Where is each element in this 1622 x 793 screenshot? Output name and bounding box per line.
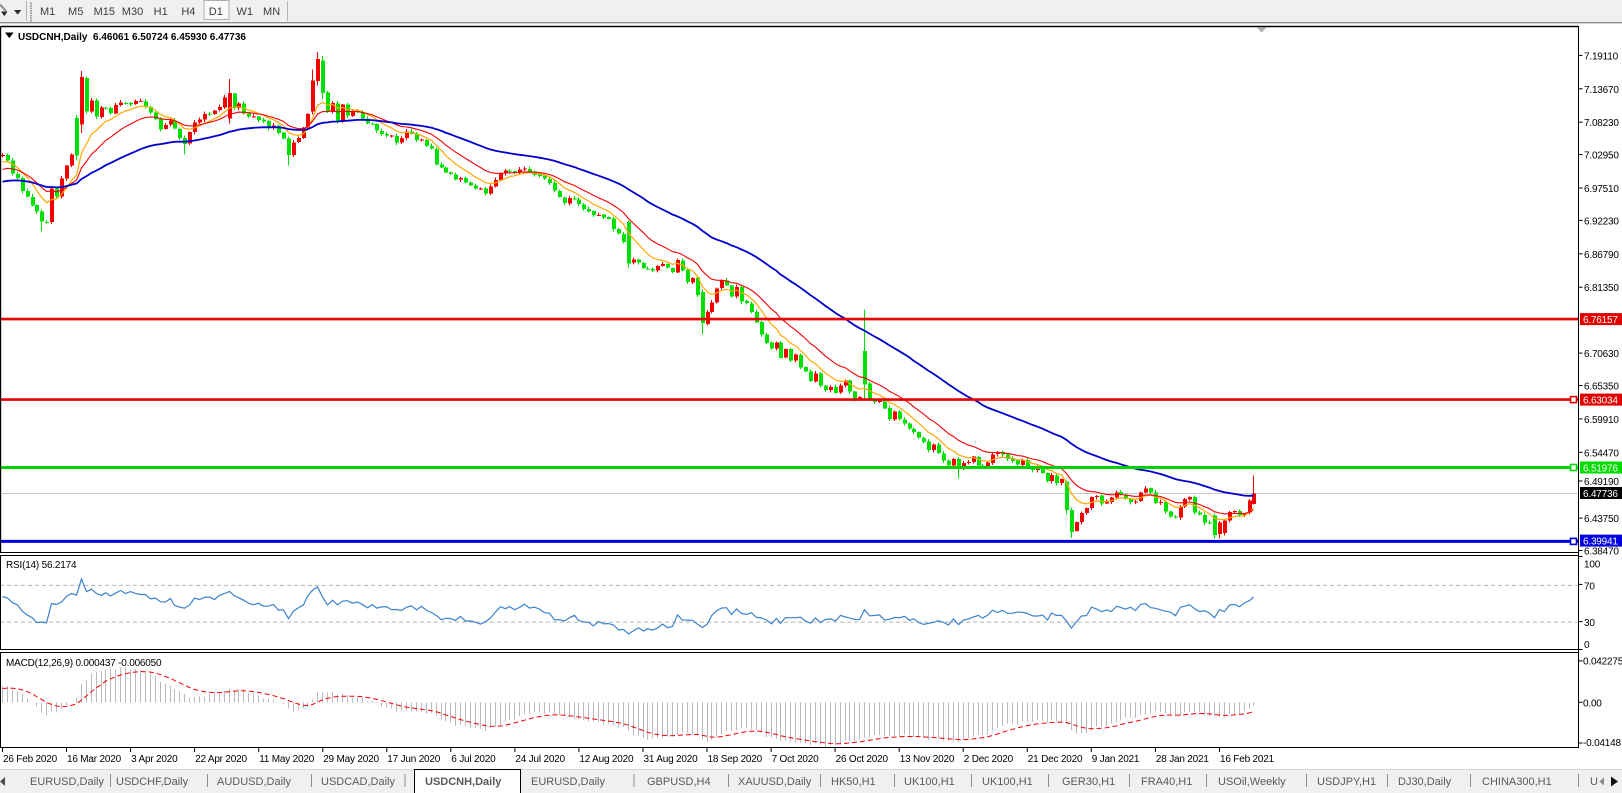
svg-text:USDCNH,Daily: USDCNH,Daily <box>425 776 502 788</box>
svg-text:21 Dec 2020: 21 Dec 2020 <box>1028 754 1083 765</box>
svg-text:6.63034: 6.63034 <box>1583 396 1618 407</box>
svg-text:EURUSD,Daily: EURUSD,Daily <box>30 776 104 788</box>
svg-text:6.59910: 6.59910 <box>1584 415 1619 426</box>
svg-text:6.54470: 6.54470 <box>1584 448 1619 459</box>
svg-text:26 Oct 2020: 26 Oct 2020 <box>836 754 889 765</box>
svg-text:DJ30,Daily: DJ30,Daily <box>1398 776 1452 788</box>
svg-text:0: 0 <box>1584 640 1590 651</box>
svg-text:29 May 2020: 29 May 2020 <box>323 754 379 765</box>
svg-text:UK100,H1: UK100,H1 <box>982 776 1033 788</box>
svg-text:M5: M5 <box>68 6 83 18</box>
svg-text:6.92230: 6.92230 <box>1584 216 1619 227</box>
svg-text:26 Feb 2020: 26 Feb 2020 <box>3 754 58 765</box>
svg-text:H1: H1 <box>154 6 168 18</box>
svg-text:11 May 2020: 11 May 2020 <box>259 754 315 765</box>
svg-text:6.43750: 6.43750 <box>1584 514 1619 525</box>
svg-text:UK100,H1: UK100,H1 <box>904 776 955 788</box>
svg-text:CHINA300,H1: CHINA300,H1 <box>1482 776 1552 788</box>
svg-text:M1: M1 <box>40 6 55 18</box>
svg-text:0.00: 0.00 <box>1583 698 1602 709</box>
svg-text:3 Apr 2020: 3 Apr 2020 <box>131 754 178 765</box>
svg-text:2 Dec 2020: 2 Dec 2020 <box>964 754 1014 765</box>
svg-text:6 Jul 2020: 6 Jul 2020 <box>451 754 496 765</box>
svg-text:31 Aug 2020: 31 Aug 2020 <box>644 754 699 765</box>
svg-text:18 Sep 2020: 18 Sep 2020 <box>708 754 763 765</box>
svg-text:16 Mar 2020: 16 Mar 2020 <box>67 754 122 765</box>
svg-text:0.042275: 0.042275 <box>1583 657 1622 668</box>
svg-text:7.02950: 7.02950 <box>1584 151 1619 162</box>
svg-text:W1: W1 <box>237 6 254 18</box>
svg-text:D1: D1 <box>209 6 223 18</box>
svg-text:7.13670: 7.13670 <box>1584 85 1619 96</box>
svg-text:9 Jan 2021: 9 Jan 2021 <box>1092 754 1140 765</box>
svg-text:FRA40,H1: FRA40,H1 <box>1141 776 1192 788</box>
svg-text:7.08230: 7.08230 <box>1584 118 1619 129</box>
svg-text:22 Apr 2020: 22 Apr 2020 <box>195 754 247 765</box>
svg-text:6.76157: 6.76157 <box>1583 315 1618 326</box>
svg-text:6.86790: 6.86790 <box>1584 250 1619 261</box>
svg-text:MN: MN <box>263 6 280 18</box>
svg-text:HK50,H1: HK50,H1 <box>831 776 876 788</box>
svg-text:12 Aug 2020: 12 Aug 2020 <box>579 754 634 765</box>
svg-text:7 Oct 2020: 7 Oct 2020 <box>772 754 820 765</box>
svg-text:7.19110: 7.19110 <box>1584 51 1619 62</box>
svg-text:GER30,H1: GER30,H1 <box>1062 776 1115 788</box>
svg-text:17 Jun 2020: 17 Jun 2020 <box>387 754 440 765</box>
svg-text:24 Jul 2020: 24 Jul 2020 <box>515 754 565 765</box>
svg-text:M30: M30 <box>122 6 143 18</box>
svg-text:6.81350: 6.81350 <box>1584 283 1619 294</box>
svg-text:AUDUSD,Daily: AUDUSD,Daily <box>217 776 291 788</box>
svg-text:6.51976: 6.51976 <box>1583 464 1618 475</box>
svg-text:6.39941: 6.39941 <box>1583 537 1618 548</box>
svg-text:16 Feb 2021: 16 Feb 2021 <box>1220 754 1275 765</box>
svg-text:M15: M15 <box>94 6 115 18</box>
svg-text:100: 100 <box>1584 560 1601 571</box>
svg-text:MACD(12,26,9) 0.000437 -0.0060: MACD(12,26,9) 0.000437 -0.006050 <box>6 658 162 669</box>
svg-text:6.70630: 6.70630 <box>1584 349 1619 360</box>
svg-text:USDCHF,Daily: USDCHF,Daily <box>116 776 189 788</box>
svg-text:GBPUSD,H4: GBPUSD,H4 <box>647 776 711 788</box>
svg-text:USDCAD,Daily: USDCAD,Daily <box>321 776 395 788</box>
svg-text:EURUSD,Daily: EURUSD,Daily <box>531 776 605 788</box>
svg-text:USDJPY,H1: USDJPY,H1 <box>1317 776 1376 788</box>
svg-text:6.65350: 6.65350 <box>1584 382 1619 393</box>
svg-text:28 Jan 2021: 28 Jan 2021 <box>1156 754 1209 765</box>
svg-text:70: 70 <box>1584 581 1595 592</box>
svg-text:XAUUSD,Daily: XAUUSD,Daily <box>738 776 812 788</box>
svg-text:6.97510: 6.97510 <box>1584 184 1619 195</box>
svg-text:6.47736: 6.47736 <box>1583 489 1618 500</box>
svg-text:30: 30 <box>1584 618 1595 629</box>
svg-text:13 Nov 2020: 13 Nov 2020 <box>900 754 955 765</box>
svg-text:-0.04148: -0.04148 <box>1583 738 1622 749</box>
svg-text:H4: H4 <box>181 6 195 18</box>
svg-text:USDCNH,Daily 6.46061 6.50724: USDCNH,Daily 6.46061 6.50724 6.45930 6.4… <box>18 32 246 43</box>
svg-text:USOil,Weekly: USOil,Weekly <box>1218 776 1286 788</box>
svg-text:6.49190: 6.49190 <box>1584 477 1619 488</box>
svg-text:6.38470: 6.38470 <box>1584 547 1619 558</box>
svg-text:U: U <box>1590 776 1598 788</box>
svg-text:RSI(14) 56.2174: RSI(14) 56.2174 <box>6 560 77 571</box>
